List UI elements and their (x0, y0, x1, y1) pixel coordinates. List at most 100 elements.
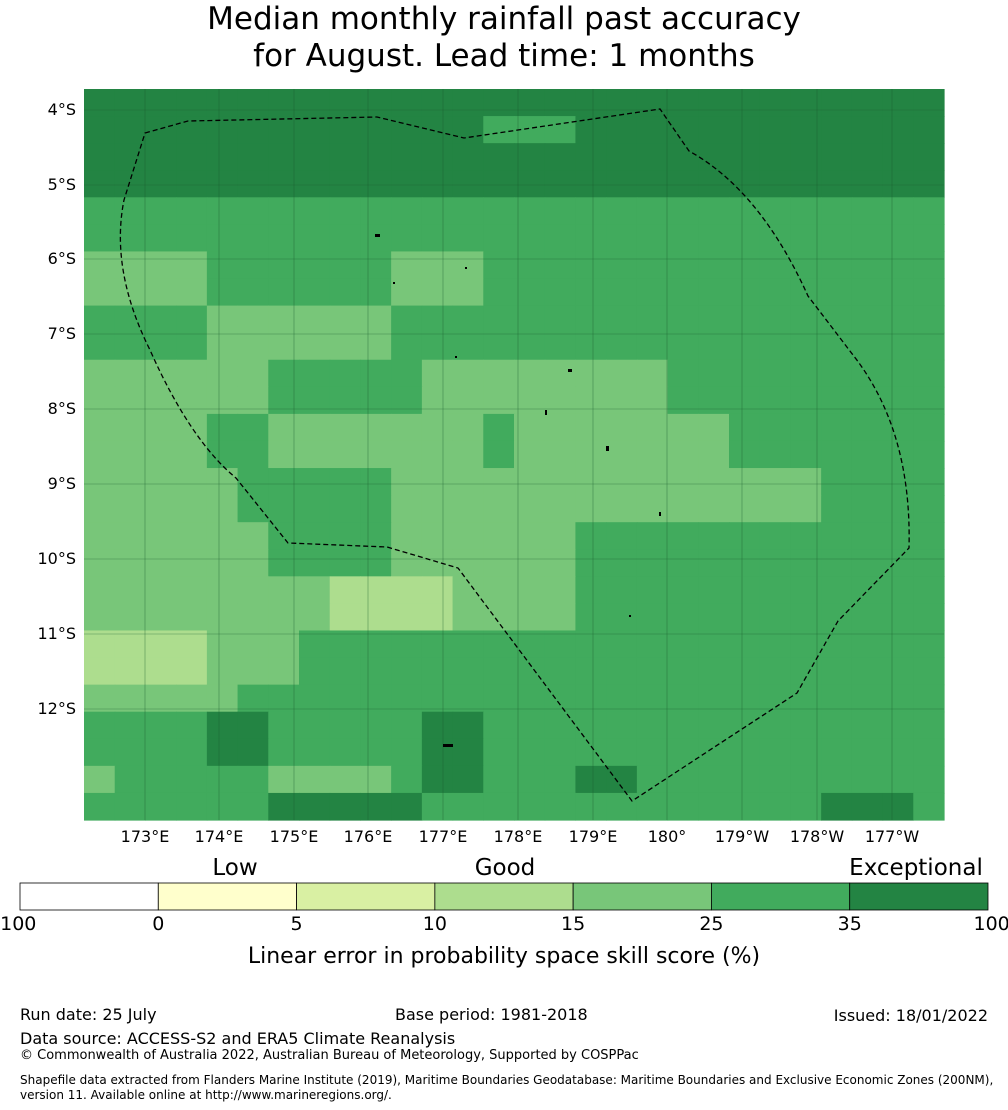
skill-cell (851, 684, 884, 713)
skill-cell (206, 224, 239, 253)
skill-cell (729, 143, 761, 171)
skill-cell (114, 576, 147, 604)
skill-cell (452, 332, 484, 361)
skill-cell (421, 792, 454, 821)
latitude-label: 9°S (47, 474, 76, 493)
skill-cell (636, 468, 669, 496)
skill-cell (237, 251, 269, 280)
skill-cell (544, 332, 577, 361)
skill-cell (176, 332, 208, 361)
skill-cell (544, 251, 577, 280)
skill-cell (729, 116, 761, 144)
skill-cell (913, 738, 945, 767)
skill-cell (729, 792, 761, 821)
skill-cell (636, 89, 669, 117)
skill-cell (821, 143, 853, 171)
skill-cell (452, 495, 484, 523)
skill-cell (391, 224, 423, 253)
skill-cell (851, 413, 884, 442)
latitude-label: 11°S (37, 624, 76, 643)
skill-cell (575, 170, 607, 198)
skill-cell (790, 359, 822, 388)
skill-cell (483, 251, 515, 280)
skill-cell (882, 495, 914, 523)
skill-cell (913, 711, 945, 740)
skill-cell (329, 143, 362, 171)
skill-cell (360, 792, 392, 821)
skill-cell (84, 522, 116, 550)
skill-cell (360, 711, 392, 740)
skill-cell (360, 143, 392, 171)
skill-cell (114, 657, 147, 686)
skill-cell (882, 386, 914, 415)
base-period: Base period: 1981-2018 (395, 1005, 588, 1024)
skill-cell (575, 413, 607, 442)
skill-cell (329, 278, 362, 307)
skill-cell (145, 738, 177, 767)
skill-cell (421, 468, 454, 496)
skill-cell (114, 495, 147, 523)
skill-cell (237, 738, 269, 767)
skill-cell (606, 116, 638, 144)
skill-cell (729, 413, 761, 442)
skill-cell (237, 386, 269, 415)
skill-cell (391, 576, 423, 604)
skill-cell (790, 468, 822, 496)
skill-cell (821, 657, 853, 686)
skill-cell (606, 224, 638, 253)
skill-cell (421, 603, 454, 632)
skill-cell (636, 765, 669, 794)
skill-cell (667, 495, 699, 523)
skill-cell (206, 89, 239, 117)
skill-cell (421, 630, 454, 659)
skill-cell (729, 765, 761, 794)
skill-cell (544, 359, 577, 388)
skill-cell (360, 440, 392, 469)
colorbar-segment (434, 882, 574, 911)
skill-cell (882, 332, 914, 361)
skill-cell (329, 738, 362, 767)
skill-cell (176, 278, 208, 307)
category-good: Good (474, 855, 536, 881)
colorbar-tick-label: 5 (290, 913, 303, 935)
skill-cell (84, 684, 116, 713)
skill-cell (636, 386, 669, 415)
skill-cell (729, 386, 761, 415)
skill-cell (913, 224, 945, 253)
skill-cell (237, 278, 269, 307)
skill-cell (114, 738, 147, 767)
skill-cell (851, 251, 884, 280)
skill-cell (452, 468, 484, 496)
skill-cell (544, 468, 577, 496)
skill-cell (606, 305, 638, 334)
skill-cell (575, 332, 607, 361)
skill-cell (237, 413, 269, 442)
skill-cell (329, 251, 362, 280)
skill-cell (882, 468, 914, 496)
skill-cell (329, 89, 362, 117)
skill-cell (483, 440, 515, 469)
skill-cell (606, 197, 638, 225)
skill-cell (145, 711, 177, 740)
skill-cell (514, 549, 546, 577)
skill-cell (483, 278, 515, 307)
skill-cell (452, 224, 484, 253)
skill-cell (729, 630, 761, 659)
skill-cell (514, 684, 546, 713)
skill-cell (913, 116, 945, 144)
skill-cell (299, 657, 331, 686)
skill-cell (544, 522, 577, 550)
skill-cell (360, 359, 392, 388)
colorbar-tick-label: 35 (837, 913, 862, 935)
skill-cell (636, 305, 669, 334)
skill-cell (729, 89, 761, 117)
skill-cell (329, 468, 362, 496)
skill-cell (606, 278, 638, 307)
skill-cell (575, 684, 607, 713)
skill-cell (268, 684, 300, 713)
skill-cell (913, 305, 945, 334)
skill-cell (514, 657, 546, 686)
skill-cell (851, 468, 884, 496)
longitude-label: 173°E (120, 827, 170, 846)
data-source: Data source: ACCESS-S2 and ERA5 Climate … (20, 1029, 456, 1048)
